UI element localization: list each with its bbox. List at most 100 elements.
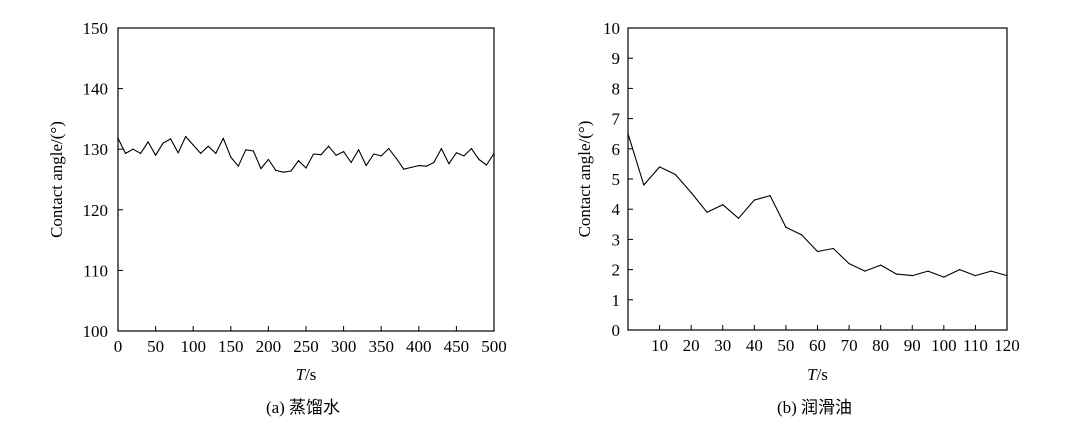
x-tick-label: 90 <box>904 336 921 355</box>
data-point <box>410 166 412 168</box>
data-point <box>365 164 367 167</box>
x-tick-label: 400 <box>406 337 432 356</box>
x-tick-label: 110 <box>963 336 988 355</box>
x-tick-label: 250 <box>293 337 319 356</box>
data-point <box>320 154 322 156</box>
data-point <box>478 158 480 161</box>
y-tick-label: 0 <box>612 321 621 340</box>
data-point <box>485 164 488 166</box>
data-point <box>297 160 300 162</box>
plot-frame <box>627 27 1008 331</box>
data-point <box>722 204 724 206</box>
data-point <box>267 158 269 161</box>
data-point <box>470 147 473 150</box>
data-point <box>207 145 209 147</box>
data-series-line <box>117 135 495 173</box>
data-point <box>690 191 692 194</box>
data-point <box>312 153 315 155</box>
data-point <box>753 199 755 201</box>
x-tick-label: 300 <box>331 337 357 356</box>
data-point <box>403 168 405 170</box>
data-point <box>848 262 850 265</box>
x-tick-label: 100 <box>180 337 206 356</box>
x-tick-label: 60 <box>809 336 826 355</box>
data-point <box>785 226 787 228</box>
data-point <box>455 152 457 154</box>
x-tick-label: 0 <box>114 337 123 356</box>
data-point <box>832 247 834 250</box>
y-tick-label: 2 <box>612 261 621 280</box>
data-point <box>200 152 202 155</box>
x-tick-label: 120 <box>994 336 1020 355</box>
data-point <box>117 137 119 139</box>
x-axis-label-unit: /s <box>817 365 828 384</box>
x-tick-label: 200 <box>256 337 282 356</box>
x-tick-label: 150 <box>218 337 244 356</box>
data-series-line <box>627 133 1008 278</box>
data-point <box>493 152 495 155</box>
data-point <box>737 217 740 219</box>
data-point <box>388 147 390 150</box>
data-point <box>425 165 427 167</box>
x-tick-label: 80 <box>872 336 889 355</box>
data-point <box>139 152 142 155</box>
plot-frame <box>117 27 495 332</box>
data-point <box>395 157 397 159</box>
data-point <box>350 161 352 164</box>
y-tick-label: 10 <box>603 19 620 38</box>
x-tick-label: 10 <box>651 336 668 355</box>
data-point <box>192 144 194 146</box>
y-tick-label: 6 <box>612 140 621 159</box>
data-point <box>990 270 992 272</box>
data-point <box>880 264 882 266</box>
data-point <box>185 135 187 138</box>
data-point <box>706 211 708 213</box>
data-point <box>230 156 232 158</box>
data-point <box>282 171 285 173</box>
y-tick-label: 4 <box>612 200 621 219</box>
y-tick-label: 110 <box>83 261 108 280</box>
data-point <box>448 163 450 165</box>
data-point <box>816 250 819 253</box>
data-point <box>440 147 442 150</box>
x-tick-label: 50 <box>147 337 164 356</box>
data-point <box>959 269 961 271</box>
x-tick-label: 20 <box>683 336 700 355</box>
data-point <box>463 155 465 157</box>
data-point <box>343 151 345 153</box>
data-point <box>327 145 330 147</box>
y-tick-label: 9 <box>612 49 621 68</box>
data-point <box>627 133 629 135</box>
data-point <box>155 154 157 156</box>
y-tick-label: 3 <box>612 230 621 249</box>
data-point <box>927 270 929 272</box>
y-axis-label: Contact angle/(°) <box>47 121 66 238</box>
data-point <box>433 161 435 164</box>
data-point <box>124 152 127 155</box>
x-axis-label-unit: /s <box>305 365 316 384</box>
panel-caption: (b) 润滑油 <box>777 398 852 417</box>
x-tick-label: 70 <box>841 336 858 355</box>
data-point <box>895 273 898 275</box>
data-point <box>147 141 149 143</box>
data-point <box>373 153 375 155</box>
y-tick-label: 1 <box>612 291 621 310</box>
data-point <box>674 173 676 176</box>
x-tick-label: 350 <box>368 337 394 356</box>
data-point <box>222 137 224 139</box>
data-point <box>380 155 382 157</box>
chart-panel-a: 100 110 120 130 140 150 0 50 100 150 200 250 300 350 4… <box>47 19 507 417</box>
data-point <box>335 154 337 156</box>
x-axis-label: T/s <box>296 365 317 384</box>
x-tick-label: 100 <box>931 336 957 355</box>
y-tick-label: 100 <box>83 322 109 341</box>
data-point <box>1006 275 1008 277</box>
y-tick-label: 5 <box>612 170 621 189</box>
panel-caption: (a) 蒸馏水 <box>266 398 340 417</box>
y-tick-label: 140 <box>83 80 109 99</box>
x-tick-label: 450 <box>444 337 470 356</box>
x-axis-label-symbol: T <box>296 365 307 384</box>
data-point <box>215 152 217 155</box>
data-point <box>358 149 360 151</box>
y-tick-label: 7 <box>612 110 621 129</box>
